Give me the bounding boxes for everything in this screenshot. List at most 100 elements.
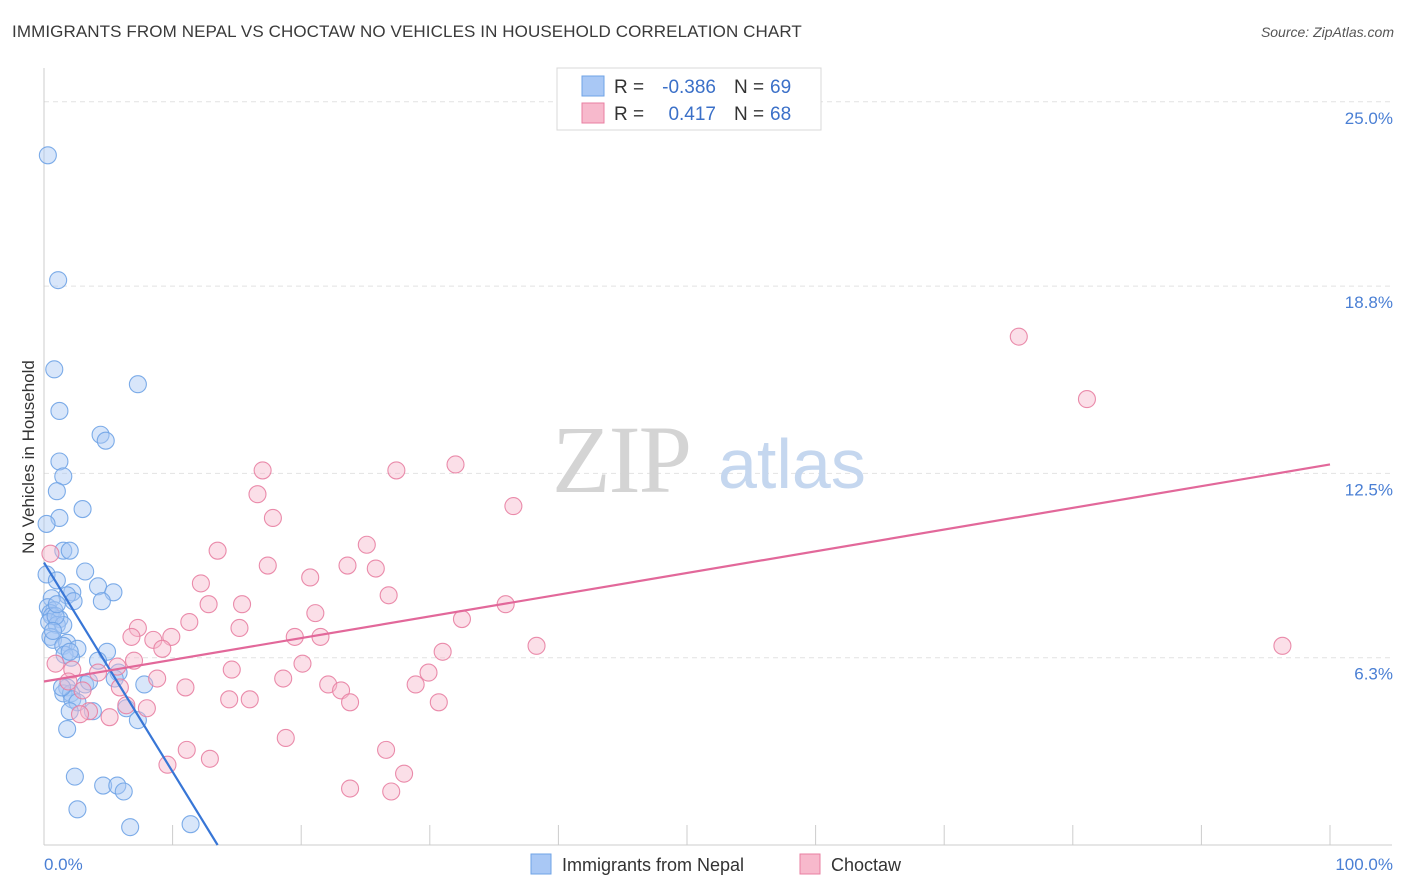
data-point [395,764,414,783]
data-point [92,592,111,611]
data-point [200,749,219,768]
data-point [379,586,398,605]
watermark: ZIP atlas [552,406,866,513]
y-tick-label: 18.8% [1345,293,1393,312]
bottom-legend-swatch-nepal [530,853,552,875]
data-point [61,684,81,703]
data-point [46,654,65,673]
data-point [68,800,87,819]
data-point [446,455,465,474]
legend-r-label-nepal: R = [614,77,644,98]
data-point [301,568,320,587]
data-point [230,618,249,638]
data-point [128,618,147,638]
data-point [50,452,69,471]
x-tick-label: 0.0% [44,855,83,874]
y-axis-title: No Vehicles in Household [19,360,38,554]
series-points-choctaw [41,327,1292,801]
axes-layer: 6.3% 12.5% 18.8% 25.0% 0.0% 100.0% [43,68,1393,874]
data-point [222,660,241,679]
data-point [240,690,259,709]
data-point [63,660,82,679]
stats-legend: R = -0.386 N = 69 R = 0.417 N = 68 [556,67,822,131]
legend-r-value-nepal: -0.386 [662,77,716,98]
bottom-legend-label-choctaw: Choctaw [831,855,902,875]
legend-swatch-nepal [581,75,605,97]
data-point [419,663,438,682]
data-point [177,740,196,759]
bottom-legend-label-nepal: Immigrants from Nepal [562,855,744,875]
chart-title: IMMIGRANTS FROM NEPAL VS CHOCTAW NO VEHI… [12,22,802,41]
data-point [429,693,448,712]
data-point [63,690,82,709]
data-point [60,642,79,661]
data-point [121,818,140,837]
data-point [232,595,252,614]
data-point [248,485,267,504]
data-point [100,708,119,727]
data-point [137,699,156,718]
data-point [285,627,304,646]
legend-r-value-choctaw: 0.417 [668,104,716,125]
data-point [42,589,61,608]
bottom-legend-swatch-choctaw [799,853,821,875]
legend-n-label-nepal: N = [734,77,764,98]
data-point [45,360,64,379]
data-point [91,425,110,444]
data-point [306,604,325,623]
data-point [504,497,523,516]
data-point [122,627,141,646]
data-point [1273,636,1292,655]
data-point [274,669,293,688]
watermark-atlas: atlas [718,425,866,503]
data-point [47,595,66,614]
data-point [357,535,376,554]
y-tick-label: 6.3% [1354,665,1393,684]
data-point [65,767,84,786]
data-point [148,669,167,688]
series-legend: Immigrants from Nepal Choctaw [530,853,902,875]
data-point [263,508,282,528]
data-point [191,574,210,593]
data-point [387,461,406,480]
data-point [114,782,133,801]
data-point [94,776,113,795]
data-point [338,556,357,575]
data-point [181,815,200,834]
trend-line-nepal [43,562,219,846]
data-point [293,654,312,673]
data-point [1009,327,1028,346]
data-point [76,562,95,581]
data-point [208,541,227,560]
data-point [73,681,92,700]
data-point [47,482,66,501]
data-point [527,636,546,655]
data-point [49,271,68,290]
data-point [60,541,79,560]
trend-layer [43,463,1331,846]
data-point [366,559,385,578]
series-points-nepal [37,146,200,837]
watermark-zip: ZIP [552,406,690,513]
data-point [1077,390,1096,409]
points-layer [37,146,1292,837]
data-point [406,675,425,694]
data-point [377,740,396,759]
data-point [96,431,115,450]
data-point [433,642,452,661]
data-point [73,500,92,519]
data-point [88,577,108,596]
legend-n-label-choctaw: N = [734,104,764,125]
data-point [37,514,56,533]
trend-line-choctaw [43,463,1331,683]
data-point [58,720,77,739]
data-point [176,678,195,697]
data-point [199,595,218,614]
data-point [220,690,239,709]
data-point [153,639,172,658]
data-point [180,612,199,632]
data-point [276,728,295,748]
legend-r-label-choctaw: R = [614,104,644,125]
data-point [341,779,360,798]
